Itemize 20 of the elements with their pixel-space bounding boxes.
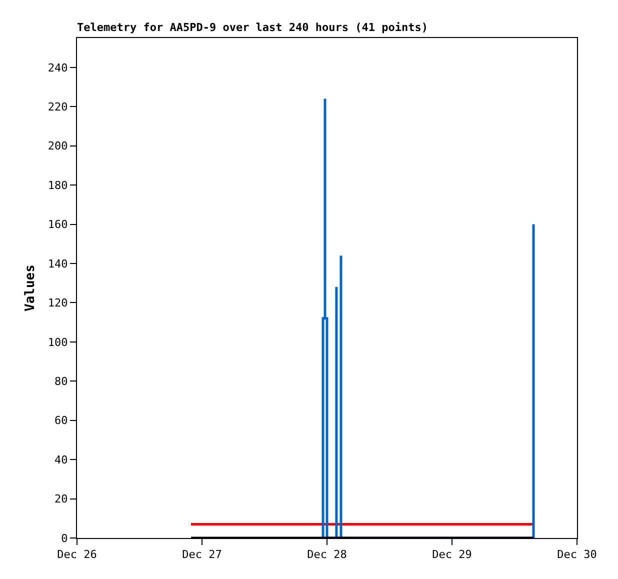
y-tick-label: 80: [54, 374, 68, 388]
y-tick-label: 20: [54, 492, 68, 506]
y-axis-title: Values: [22, 264, 38, 312]
x-tick-label: Dec 29: [432, 548, 472, 562]
x-tick-label: Dec 30: [557, 548, 597, 562]
y-tick-label: 60: [54, 414, 68, 428]
y-tick-label: 220: [48, 100, 68, 114]
x-tick-label: Dec 28: [307, 548, 347, 562]
y-tick-label: 160: [48, 218, 68, 232]
y-tick-label: 40: [54, 453, 68, 466]
y-tick-label: 0: [61, 532, 68, 545]
y-tick-label: 100: [48, 336, 68, 349]
x-tick-label: Dec 27: [182, 548, 222, 562]
y-tick-label: 140: [48, 257, 68, 270]
y-tick-label: 180: [48, 178, 68, 192]
y-tick-label: 120: [48, 296, 68, 310]
y-tick-label: 240: [48, 61, 68, 74]
x-tick-label: Dec 26: [57, 548, 97, 562]
y-tick-label: 200: [48, 140, 68, 153]
chart-title: Telemetry for AA5PD-9 over last 240 hours (41 points): [77, 21, 428, 34]
